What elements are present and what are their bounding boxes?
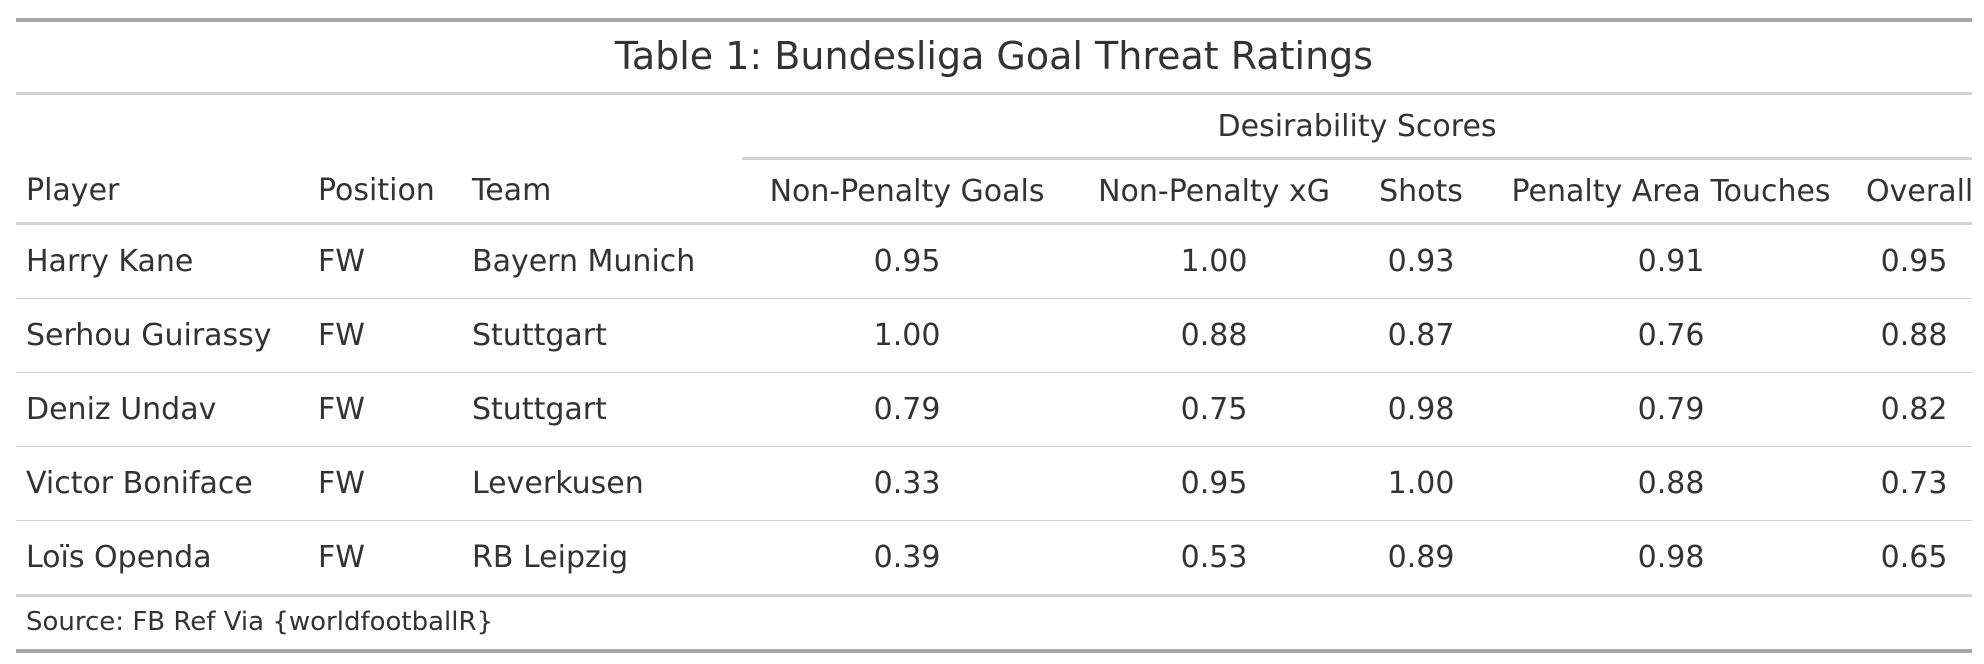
cell-np-xg: 0.53 [1072, 520, 1357, 597]
cell-player: Victor Boniface [16, 446, 308, 521]
bottom-rule [16, 649, 1972, 653]
column-header-penalty-area-touches: Penalty Area Touches [1486, 158, 1857, 225]
cell-player: Loïs Openda [16, 520, 308, 597]
table-row: Loïs Openda FW RB Leipzig 0.39 0.53 0.89… [16, 520, 1973, 597]
cell-penalty-area-touches: 0.79 [1486, 372, 1857, 447]
cell-shots: 0.87 [1356, 298, 1487, 373]
table-row: Victor Boniface FW Leverkusen 0.33 0.95 … [16, 446, 1973, 521]
table-row: Deniz Undav FW Stuttgart 0.79 0.75 0.98 … [16, 372, 1973, 447]
cell-position: FW [308, 372, 462, 447]
cell-np-goals: 0.79 [742, 372, 1073, 447]
source-note: Source: FB Ref Via {worldfootballR} [26, 607, 494, 637]
cell-np-xg: 0.95 [1072, 446, 1357, 521]
cell-player: Harry Kane [16, 223, 308, 299]
spanner-row: Desirability Scores [16, 92, 1973, 160]
cell-shots: 1.00 [1356, 446, 1487, 521]
cell-penalty-area-touches: 0.88 [1486, 446, 1857, 521]
column-header-row: Player Position Team Non-Penalty Goals N… [16, 158, 1973, 225]
cell-np-goals: 0.95 [742, 223, 1073, 299]
table-row: Harry Kane FW Bayern Munich 0.95 1.00 0.… [16, 223, 1973, 299]
cell-overall: 0.65 [1856, 520, 1973, 597]
cell-overall: 0.73 [1856, 446, 1973, 521]
cell-penalty-area-touches: 0.76 [1486, 298, 1857, 373]
spanner-label: Desirability Scores [742, 92, 1973, 160]
cell-team: RB Leipzig [462, 520, 743, 597]
cell-position: FW [308, 520, 462, 597]
cell-shots: 0.98 [1356, 372, 1487, 447]
cell-np-xg: 0.75 [1072, 372, 1357, 447]
column-header-np-goals: Non-Penalty Goals [742, 158, 1073, 225]
cell-shots: 0.89 [1356, 520, 1487, 597]
cell-team: Stuttgart [462, 298, 743, 373]
cell-np-goals: 1.00 [742, 298, 1073, 373]
cell-np-goals: 0.33 [742, 446, 1073, 521]
table-row: Serhou Guirassy FW Stuttgart 1.00 0.88 0… [16, 298, 1973, 373]
column-header-player: Player [16, 158, 308, 225]
goal-threat-table: Desirability Scores Player Position Team… [16, 92, 1973, 597]
cell-player: Deniz Undav [16, 372, 308, 447]
column-header-team: Team [462, 158, 743, 225]
cell-penalty-area-touches: 0.98 [1486, 520, 1857, 597]
cell-shots: 0.93 [1356, 223, 1487, 299]
column-header-shots: Shots [1356, 158, 1487, 225]
cell-position: FW [308, 223, 462, 299]
cell-team: Bayern Munich [462, 223, 743, 299]
column-header-position: Position [308, 158, 462, 225]
cell-position: FW [308, 446, 462, 521]
cell-overall: 0.95 [1856, 223, 1973, 299]
table-container: Table 1: Bundesliga Goal Threat Ratings … [16, 18, 1973, 653]
table-title: Table 1: Bundesliga Goal Threat Ratings [614, 34, 1374, 78]
column-header-np-xg: Non-Penalty xG [1072, 158, 1357, 225]
cell-overall: 0.88 [1856, 298, 1973, 373]
cell-position: FW [308, 298, 462, 373]
cell-np-xg: 0.88 [1072, 298, 1357, 373]
top-rule [16, 18, 1972, 22]
cell-penalty-area-touches: 0.91 [1486, 223, 1857, 299]
cell-team: Leverkusen [462, 446, 743, 521]
cell-np-goals: 0.39 [742, 520, 1073, 597]
cell-overall: 0.82 [1856, 372, 1973, 447]
cell-np-xg: 1.00 [1072, 223, 1357, 299]
cell-player: Serhou Guirassy [16, 298, 308, 373]
cell-team: Stuttgart [462, 372, 743, 447]
column-header-overall: Overall [1856, 158, 1973, 225]
